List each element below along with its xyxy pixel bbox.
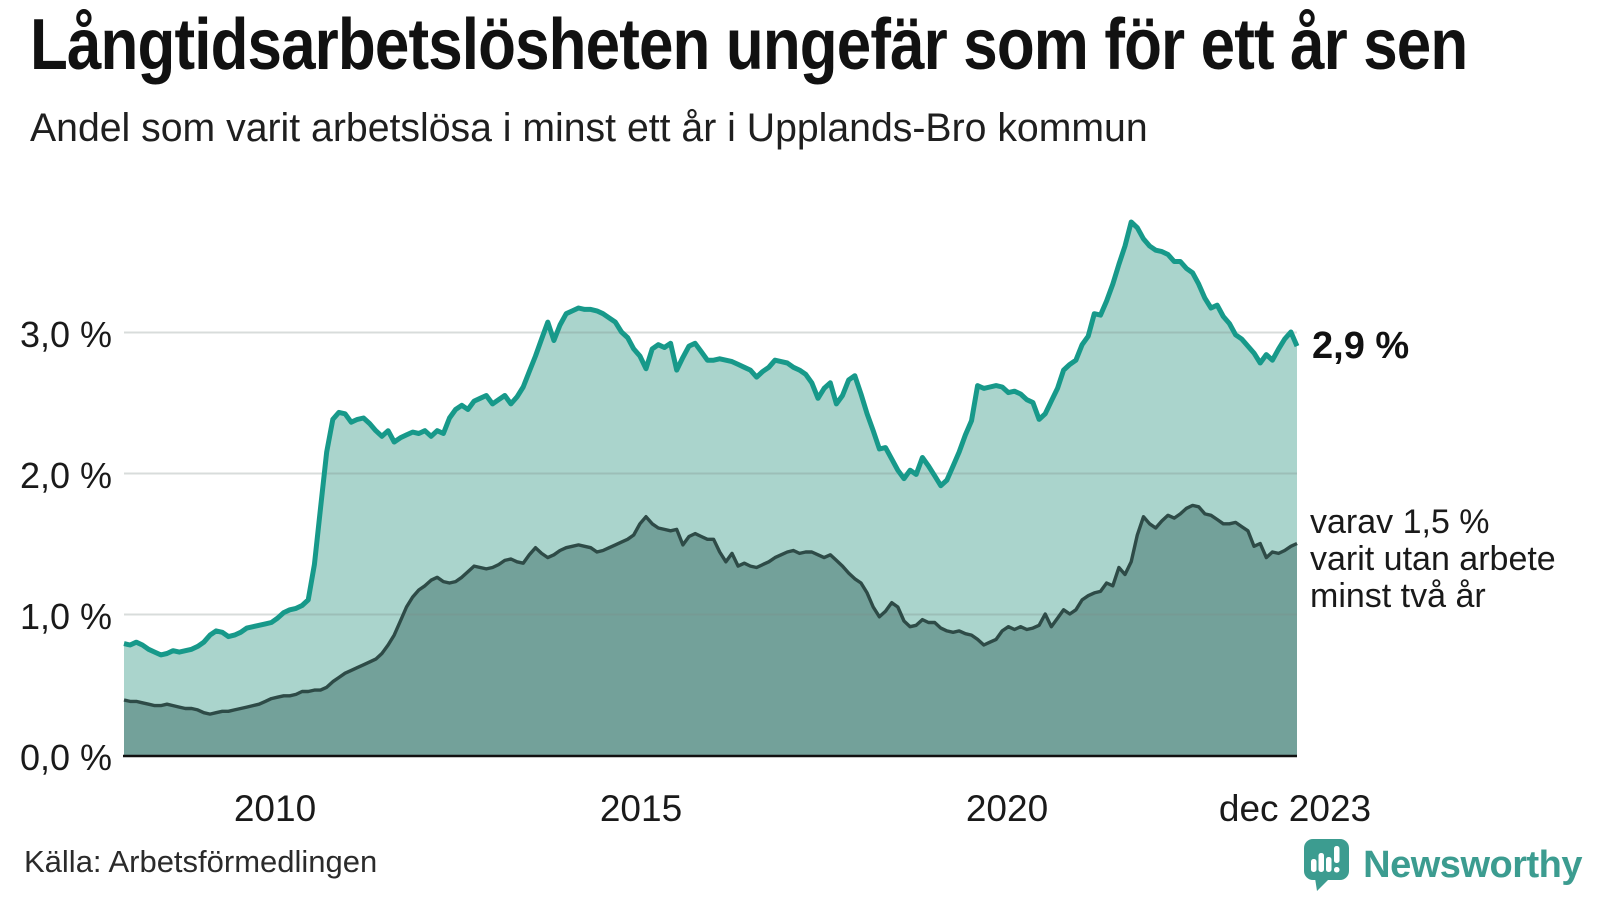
y-tick-0: 0,0 % <box>19 737 112 778</box>
newsworthy-logo-text: Newsworthy <box>1363 843 1582 886</box>
x-tick-2020: 2020 <box>965 788 1049 829</box>
y-tick-1: 1,0 % <box>19 596 112 637</box>
x-tick-dec-2023: dec 2023 <box>1218 788 1372 829</box>
area-fill-secondary <box>124 505 1297 755</box>
page-subtitle: Andel som varit arbetslösa i minst ett å… <box>30 106 1148 150</box>
newsworthy-branding: Newsworthy <box>1303 838 1582 892</box>
y-tick-3: 3,0 % <box>19 314 112 355</box>
line-secondary <box>123 503 1298 716</box>
last-value-label: 2,9 % <box>1312 325 1410 367</box>
secondary-annotation-line3: minst två år <box>1310 577 1486 615</box>
secondary-annotation-line1: varav 1,5 % <box>1310 503 1490 541</box>
secondary-annotation: varav 1,5 % varit utan arbete minst två … <box>1310 504 1556 615</box>
x-tick-2015: 2015 <box>599 788 683 829</box>
newsworthy-logo-icon <box>1304 839 1350 891</box>
secondary-annotation-line2: varit utan arbete <box>1310 540 1556 578</box>
x-tick-2010: 2010 <box>233 788 317 829</box>
page-title: Långtidsarbetslösheten ungefär som för e… <box>30 5 1468 85</box>
gridlines <box>124 331 1297 616</box>
line-primary <box>123 219 1300 658</box>
source-note: Källa: Arbetsförmedlingen <box>24 844 378 879</box>
y-tick-2: 2,0 % <box>19 455 112 496</box>
